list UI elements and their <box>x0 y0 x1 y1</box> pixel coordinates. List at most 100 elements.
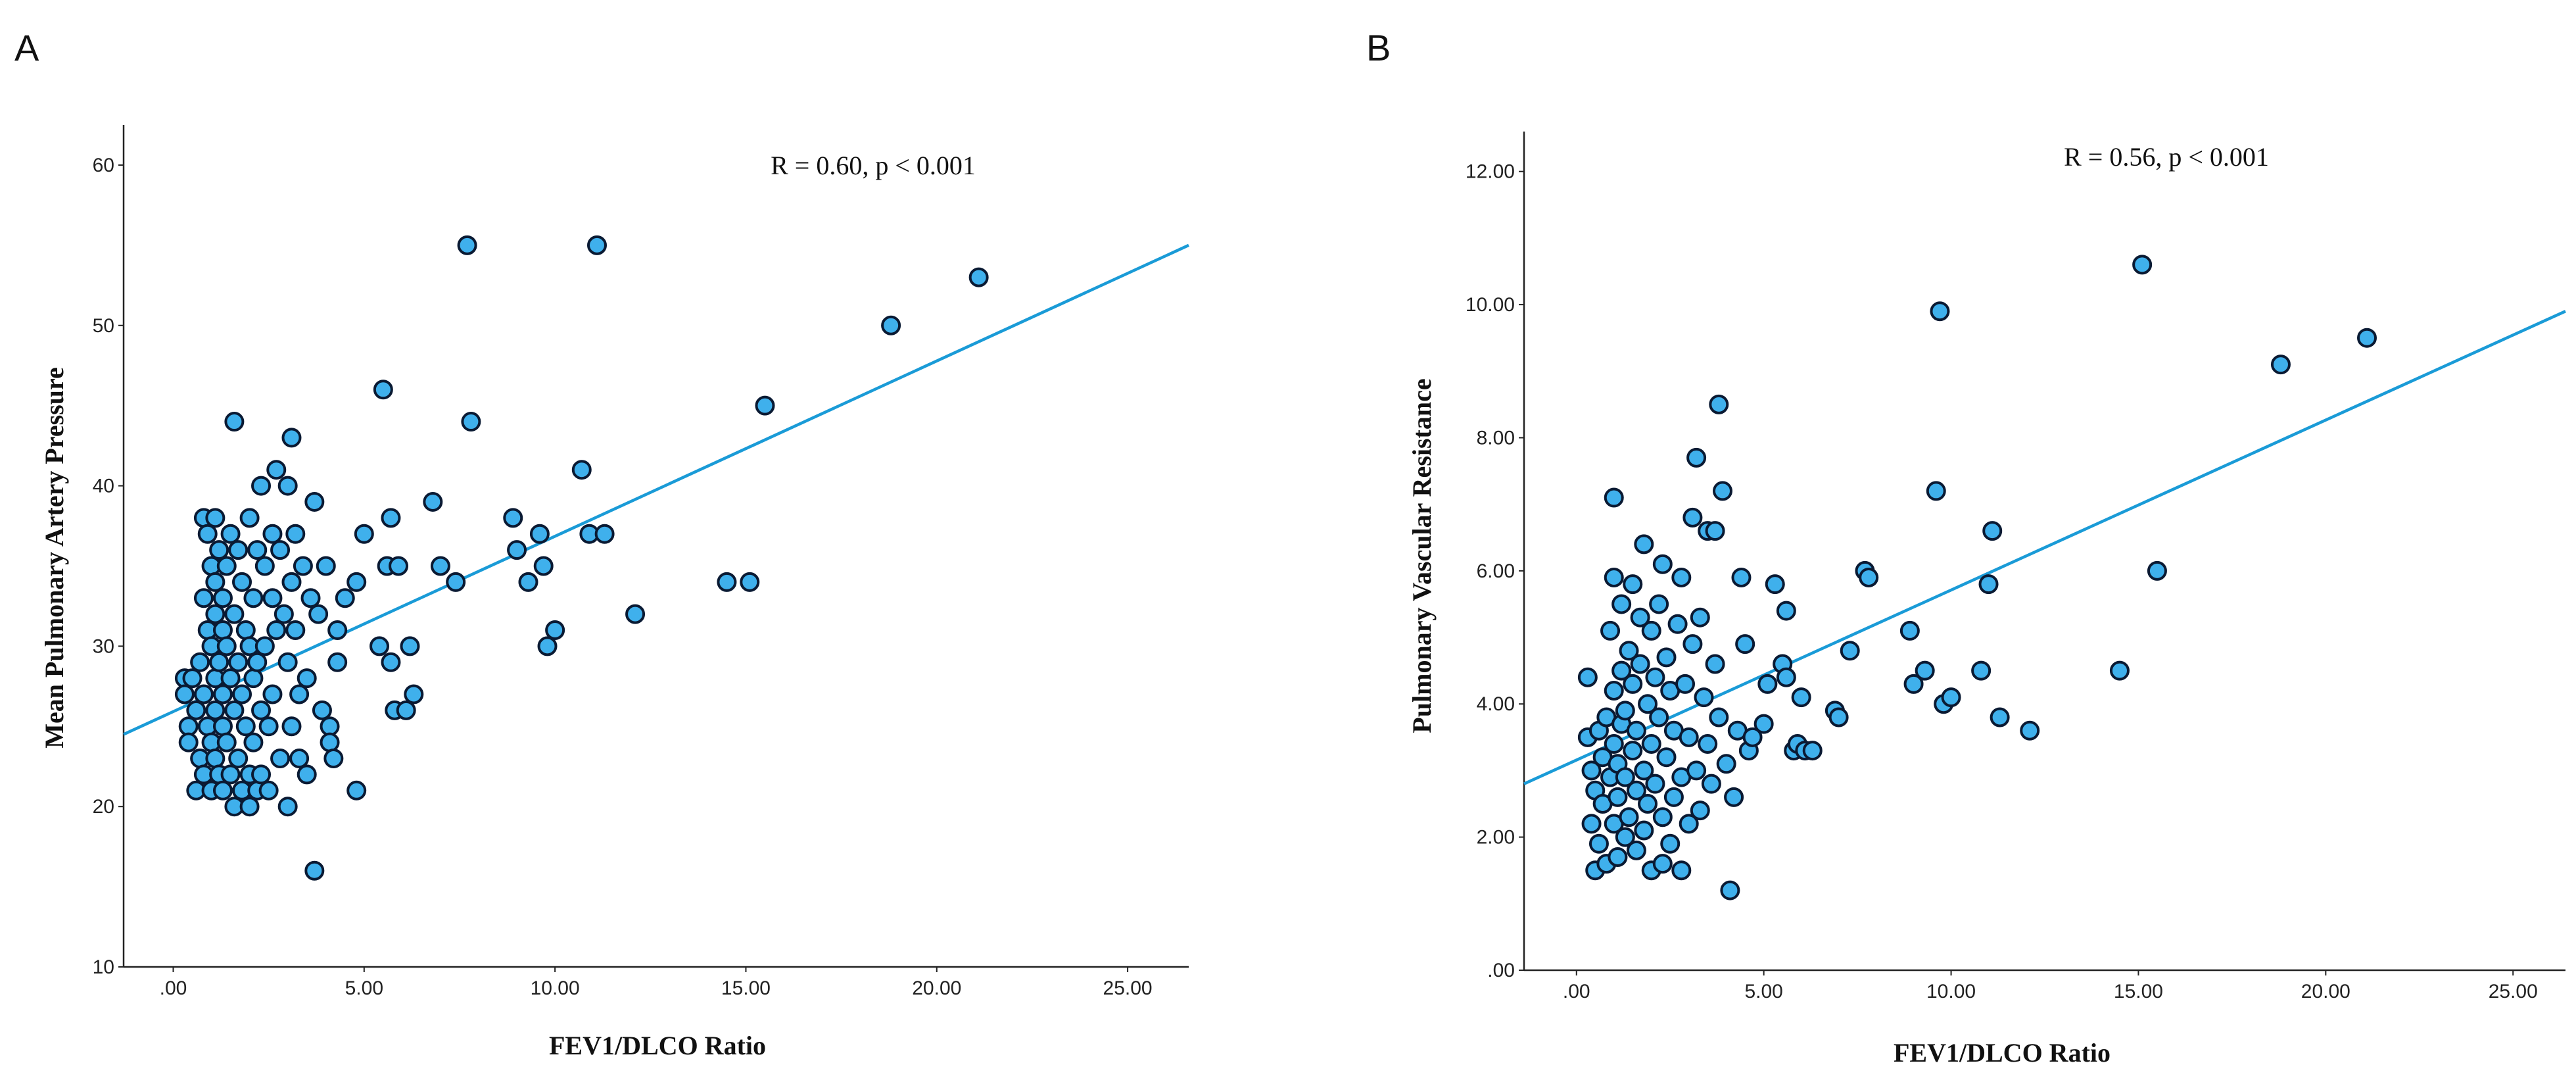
scatter-point <box>220 668 241 689</box>
scatter-point <box>717 572 737 592</box>
scatter-point <box>1581 814 1602 834</box>
fit-line-group <box>123 243 1189 736</box>
scatter-point <box>533 556 554 576</box>
axes: .00 5.00 10.00 15.00 20.00 25.00 10 20 30 40 50 60 <box>93 125 1189 999</box>
scatter-point <box>1686 447 1707 468</box>
scatter-point <box>190 652 210 672</box>
scatter-point <box>1694 687 1714 708</box>
scatter-point <box>389 556 409 576</box>
scatter-point <box>186 700 206 720</box>
scatter-point <box>1742 727 1763 747</box>
scatter-point <box>212 588 233 608</box>
x-tick-label: 25.00 <box>1103 977 1153 999</box>
scatter-point <box>1667 614 1688 634</box>
scatter-point <box>193 588 214 608</box>
scatter-point <box>251 476 272 496</box>
scatter-point <box>220 524 241 544</box>
regression-line <box>123 243 1189 736</box>
scatter-point <box>1840 641 1860 661</box>
axes: .00 5.00 10.00 15.00 20.00 25.00 .00 2.00 4.00 6.… <box>1466 132 2565 1002</box>
scatter-point <box>1638 794 1658 814</box>
scatter-point <box>212 620 233 640</box>
scatter-point <box>507 540 527 560</box>
scatter-point <box>1604 567 1624 587</box>
x-tick-label: .00 <box>1563 981 1590 1002</box>
x-axis-title: FEV1/DLCO Ratio <box>1894 1038 2111 1068</box>
panel-letter: B <box>1366 27 1391 68</box>
scatter-point <box>247 540 268 560</box>
scatter-point <box>2109 660 2130 681</box>
scatter-point <box>205 749 226 769</box>
x-tick-label: 10.00 <box>1926 981 1976 1002</box>
y-tick-label: 20 <box>93 796 114 818</box>
x-tick-label: 5.00 <box>1744 981 1782 1002</box>
y-tick-label: 10 <box>93 956 114 978</box>
scatter-point <box>1615 827 1635 847</box>
scatter-point <box>1757 674 1778 694</box>
scatter-point <box>281 716 302 737</box>
scatter-point <box>1903 674 1924 694</box>
scatter-point <box>178 732 199 752</box>
scatter-point <box>243 732 264 752</box>
y-tick-label: 4.00 <box>1477 693 1515 715</box>
scatter-point <box>2132 255 2153 275</box>
scatter-point <box>300 588 321 608</box>
scatter-point <box>1690 607 1710 628</box>
x-axis-title: FEV1/DLCO Ratio <box>549 1031 766 1060</box>
y-tick-label: .00 <box>1487 960 1515 981</box>
scatter-point <box>1926 481 1946 501</box>
scatter-point <box>1709 707 1729 727</box>
scatter-point <box>1671 860 1692 881</box>
scatter-point <box>228 749 249 769</box>
y-tick-label: 60 <box>93 155 114 176</box>
scatter-point <box>293 556 313 576</box>
scatter-point <box>258 780 279 801</box>
scatter-point <box>1982 521 2003 541</box>
scatter-point <box>224 604 245 624</box>
x-tick-label: 15.00 <box>2114 981 2163 1002</box>
y-tick-label: 50 <box>93 315 114 337</box>
scatter-point <box>1731 567 1752 587</box>
scatter-point <box>304 860 325 881</box>
scatter-point <box>1634 820 1654 841</box>
scatter-point <box>262 524 283 544</box>
scatter-point <box>212 780 233 801</box>
scatter-point <box>346 780 367 801</box>
scatter-point <box>320 716 340 737</box>
scatter-point <box>1765 574 1785 595</box>
scatter-point <box>430 556 450 576</box>
scatter-point <box>205 572 226 592</box>
y-tick-label: 30 <box>93 635 114 657</box>
scatter-point <box>2020 720 2040 741</box>
scatter-point <box>1652 807 1673 827</box>
scatter-point <box>243 588 264 608</box>
scatter-point <box>289 684 310 704</box>
scatter-point <box>1724 787 1744 807</box>
scatter-point <box>178 716 199 737</box>
scatter-point <box>881 315 901 335</box>
scatter-point <box>1716 754 1736 774</box>
scatter-points <box>174 235 989 881</box>
scatter-point <box>1626 720 1646 741</box>
scatter-point <box>1608 787 1628 807</box>
scatter-point <box>266 620 287 640</box>
panel-a: A R = 0.60, p < 0.001 FEV1/DLCO Ratio Me… <box>14 27 1189 1060</box>
scatter-point <box>1915 660 1935 681</box>
scatter-point <box>285 620 306 640</box>
scatter-point <box>1675 674 1696 694</box>
y-tick-label: 8.00 <box>1477 427 1515 449</box>
scatter-point <box>327 652 348 672</box>
scatter-point <box>373 380 393 400</box>
scatter-point <box>740 572 760 592</box>
scatter-point <box>254 636 275 656</box>
scatter-point <box>277 652 298 672</box>
scatter-point <box>1971 660 1992 681</box>
scatter-point <box>354 524 374 544</box>
scatter-point <box>1626 840 1646 860</box>
scatter-point <box>1686 760 1707 781</box>
scatter-point <box>1663 787 1684 807</box>
scatter-point <box>625 604 646 624</box>
scatter-point <box>446 572 466 592</box>
scatter-point <box>1645 667 1665 687</box>
scatter-point <box>220 764 241 785</box>
